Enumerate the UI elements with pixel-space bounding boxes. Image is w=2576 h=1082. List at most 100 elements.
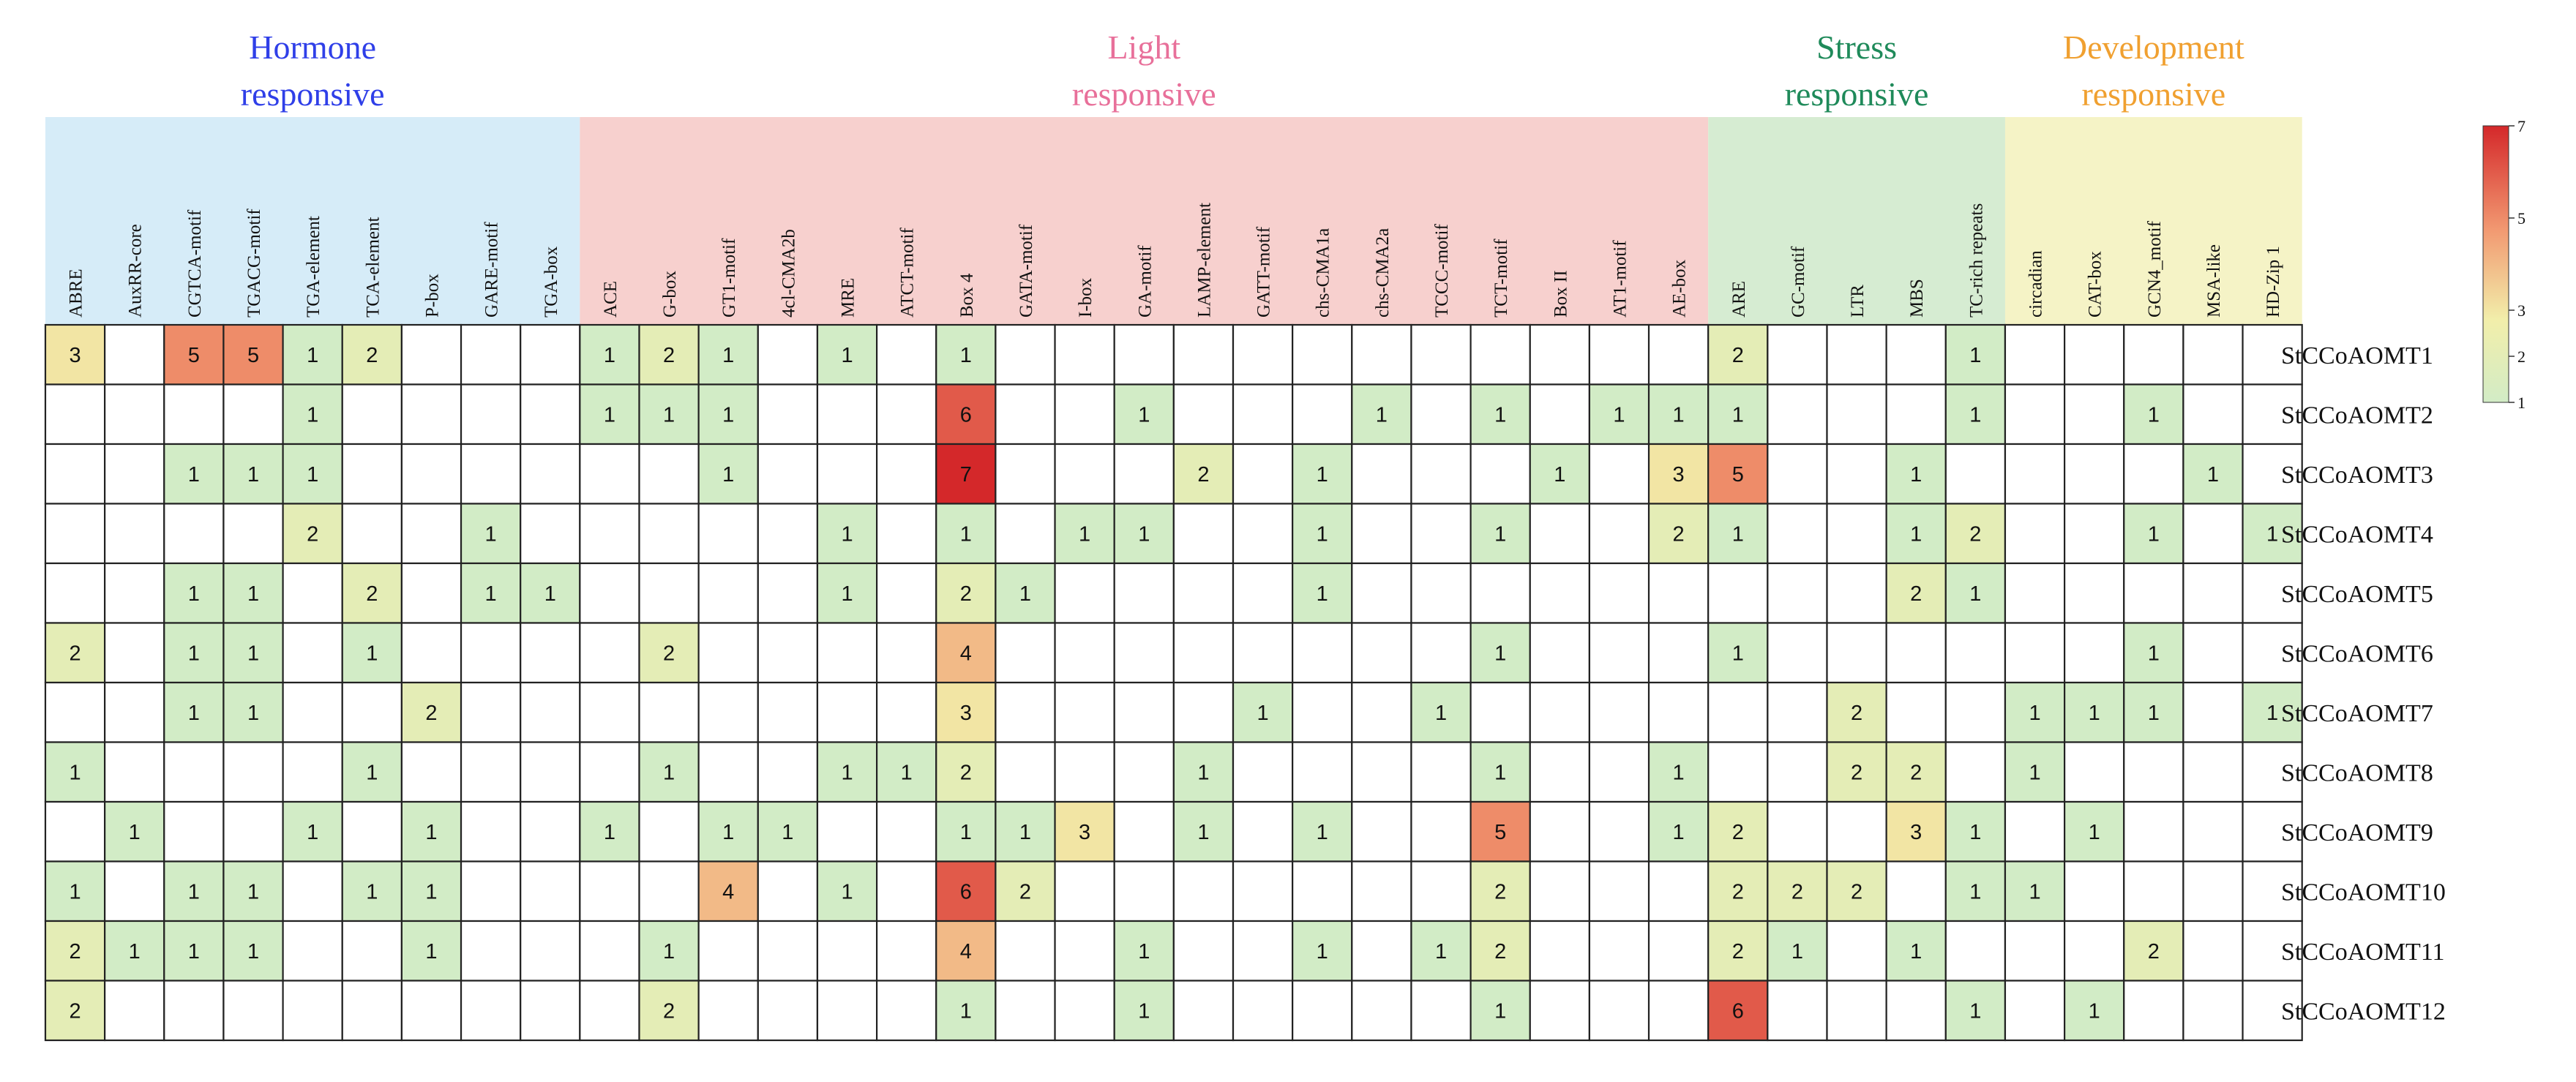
cell-value-label: 1 <box>1969 403 1981 427</box>
heatmap-cell <box>1469 562 1531 624</box>
heatmap-cell <box>1054 443 1115 505</box>
heatmap-cell <box>935 622 997 684</box>
heatmap-cell <box>638 681 700 743</box>
heatmap-cell <box>1767 383 1828 446</box>
cell-value-label: 1 <box>1969 999 1981 1023</box>
cell-value-label: 3 <box>1673 463 1685 486</box>
heatmap-cell <box>995 503 1056 565</box>
cell-value-label: 1 <box>1969 821 1981 844</box>
heatmap-cell <box>875 681 937 743</box>
heatmap-cell <box>1707 800 1769 863</box>
cell-value-label: 1 <box>1494 522 1506 546</box>
heatmap-cell <box>816 323 878 386</box>
heatmap-cell <box>875 323 937 386</box>
heatmap-cell <box>1113 741 1175 803</box>
heatmap-cell <box>1944 741 2007 803</box>
cell-value-label: 1 <box>2148 642 2160 665</box>
heatmap-cell <box>2064 980 2125 1042</box>
cell-value-label: 3 <box>1910 821 1922 844</box>
cell-value-label: 6 <box>960 880 972 903</box>
heatmap-cell <box>520 681 581 743</box>
cell-value-label: 1 <box>1969 880 1981 903</box>
heatmap-cell <box>1351 622 1412 684</box>
heatmap-cell <box>875 980 937 1042</box>
cell-value-label: 5 <box>1732 463 1744 486</box>
heatmap-cell <box>1113 622 1175 684</box>
heatmap-cell <box>579 681 640 743</box>
cell-value-label: 4 <box>960 940 972 963</box>
heatmap-cell <box>104 920 165 982</box>
heatmap-cell <box>1172 980 1235 1042</box>
cell-value-label: 1 <box>188 642 200 665</box>
cell-value-label: 1 <box>544 582 556 606</box>
cell-value-label: 1 <box>485 582 497 606</box>
heatmap-cell <box>400 800 463 863</box>
column-label-gcn4-motif: GCN4_motif <box>2145 220 2165 318</box>
heatmap-cell <box>935 920 997 982</box>
cell-value-label: 1 <box>1435 940 1447 963</box>
column-labels: ABRE AuxRR-core CGTCA-motif TGACG-motif TGA-… <box>67 203 2284 318</box>
heatmap-cell <box>875 383 937 446</box>
heatmap-cell <box>2123 741 2184 803</box>
heatmap-cell <box>875 741 937 803</box>
cell-value-label: 1 <box>485 522 497 546</box>
cell-value-label: 1 <box>1732 642 1744 665</box>
heatmap-cell <box>1292 920 1353 982</box>
cell-value-label: 1 <box>1791 940 1803 963</box>
heatmap-cell <box>1588 503 1650 565</box>
heatmap-cell <box>1469 681 1531 743</box>
cell-value-label: 1 <box>1969 582 1981 606</box>
heatmap-cell <box>1054 562 1115 624</box>
heatmap-cell <box>341 443 403 505</box>
heatmap-cell <box>1529 980 1591 1042</box>
cell-value-label: 2 <box>1969 522 1981 546</box>
heatmap-cell <box>579 800 640 863</box>
heatmap-cell <box>1232 323 1294 386</box>
heatmap-cell <box>1588 741 1650 803</box>
column-label-gatt-motif: GATT-motif <box>1254 226 1274 318</box>
heatmap-cell <box>520 443 581 505</box>
heatmap-cell <box>1707 562 1769 624</box>
heatmap-cell <box>222 383 284 446</box>
cell-value-label: 1 <box>188 582 200 606</box>
cell-value-label: 2 <box>1732 880 1744 903</box>
heatmap-cell <box>757 503 819 565</box>
cell-value-label: 1 <box>70 880 81 903</box>
heatmap-cell <box>520 860 581 923</box>
column-label-box-ii: Box II <box>1551 270 1570 318</box>
heatmap-cell <box>697 562 759 624</box>
heatmap-cell <box>1647 383 1710 446</box>
heatmap-cell <box>104 860 165 923</box>
heatmap-cell <box>1410 800 1472 863</box>
cell-value-label: 1 <box>1376 403 1388 427</box>
cell-value-label: 6 <box>1732 999 1744 1023</box>
heatmap-cell <box>104 323 165 386</box>
heatmap-cell <box>1469 443 1531 505</box>
heatmap-cell <box>1885 920 1947 982</box>
heatmap-cell <box>579 443 640 505</box>
heatmap-cell <box>1707 920 1769 982</box>
heatmap-cell <box>995 980 1056 1042</box>
row-label-stccoaomt4: StCCoAOMT4 <box>2281 521 2433 548</box>
cell-value-label: 2 <box>1494 880 1506 903</box>
heatmap-cell <box>1351 980 1412 1042</box>
heatmap-cell <box>1826 383 1887 446</box>
cell-value-label: 1 <box>841 582 853 606</box>
heatmap-cell <box>222 622 284 684</box>
heatmap-cell <box>460 980 522 1042</box>
group-title-light-line1: Light <box>1107 29 1180 66</box>
heatmap-cell <box>1885 622 1947 684</box>
heatmap-cell <box>2004 562 2066 624</box>
heatmap-cell <box>1232 383 1294 446</box>
heatmap-cell <box>1172 443 1235 505</box>
heatmap-cell <box>757 800 819 863</box>
heatmap-cell <box>282 622 343 684</box>
heatmap-cell <box>44 443 106 505</box>
heatmap-cell <box>520 323 581 386</box>
cell-value-label: 2 <box>1910 761 1922 784</box>
heatmap-cell <box>44 622 106 684</box>
heatmap-cell <box>1469 860 1531 923</box>
cell-value-label: 3 <box>1079 821 1090 844</box>
column-label-gc-motif: GC-motif <box>1789 246 1808 318</box>
heatmap-cell <box>520 622 581 684</box>
